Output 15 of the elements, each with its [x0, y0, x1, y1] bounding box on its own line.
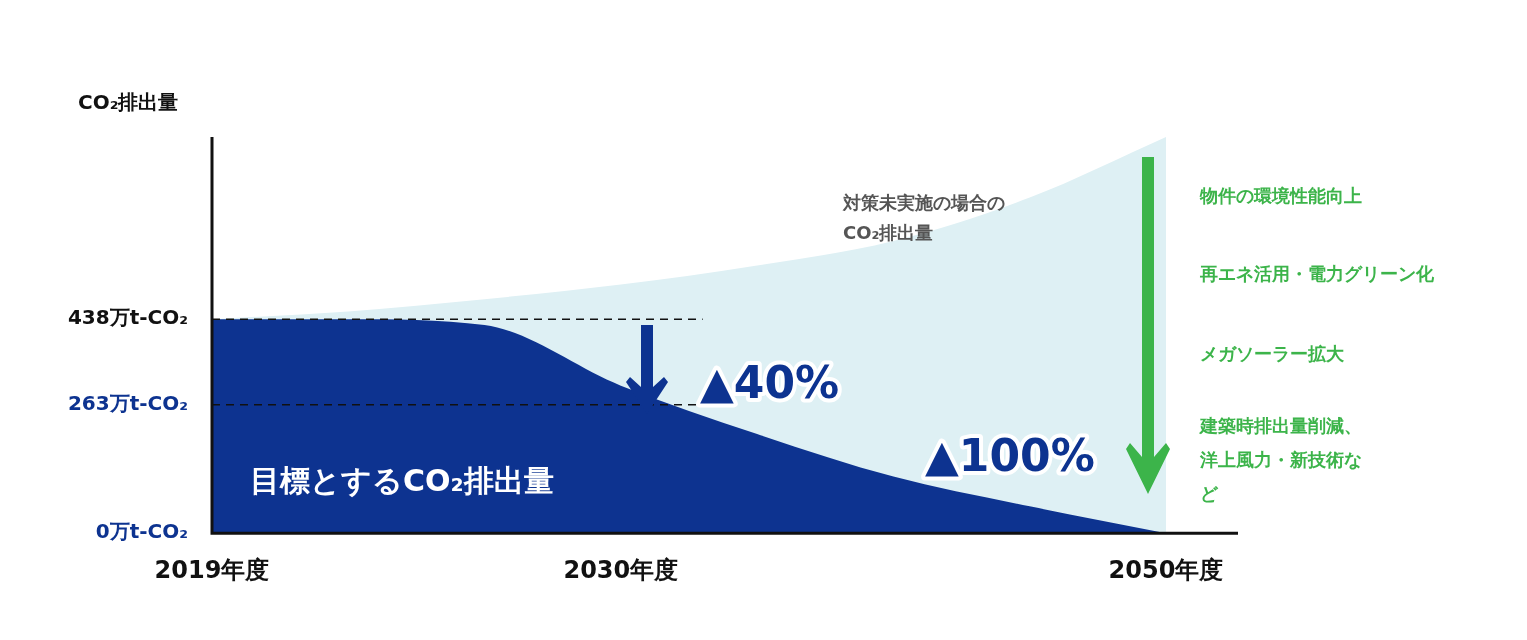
x-tick-label: 2050年度 [1108, 555, 1224, 584]
series-label: 対策未実施の場合のCO₂排出量 [842, 191, 1005, 243]
y-tick-label: 438万t-CO₂ [67, 305, 188, 330]
annotation: ▲40% [700, 357, 840, 409]
series-label: 目標とするCO₂排出量 [250, 462, 554, 498]
x-tick-label: 2019年度 [154, 555, 270, 584]
annotation: 建築時排出量削減、洋上風力・新技術など [1198, 414, 1362, 504]
y-tick-label: 0万t-CO₂ [95, 519, 188, 544]
annotation: 物件の環境性能向上 [1199, 184, 1362, 206]
annotation: ▲100% [925, 430, 1095, 482]
y-tick-label: 263万t-CO₂ [67, 390, 188, 415]
annotation: 再エネ活用・電力グリーン化 [1199, 262, 1435, 284]
y-axis-title: CO₂排出量 [78, 90, 179, 115]
x-tick-label: 2030年度 [563, 555, 679, 584]
annotation: メガソーラー拡大 [1200, 342, 1345, 364]
